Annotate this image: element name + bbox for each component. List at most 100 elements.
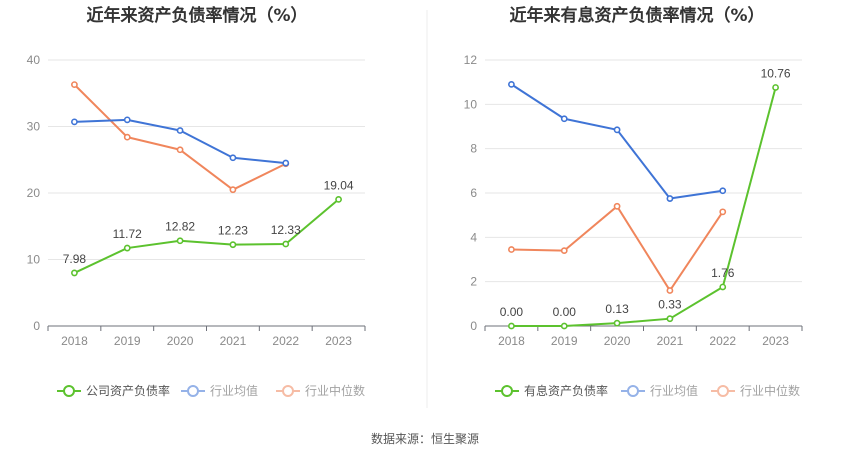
x-tick-label: 2020 xyxy=(167,334,194,348)
y-tick-label: 10 xyxy=(464,97,478,111)
x-tick-label: 2019 xyxy=(114,334,141,348)
data-point xyxy=(335,195,342,203)
data-point xyxy=(613,319,621,327)
y-tick-label: 12 xyxy=(464,53,478,67)
x-tick-label: 2019 xyxy=(551,334,578,348)
x-tick-label: 2022 xyxy=(272,334,299,348)
data-point xyxy=(176,146,184,154)
series-line xyxy=(511,205,724,292)
legend: 公司资产负债率 行业均值 行业中位数 xyxy=(57,383,365,398)
series-layer: 0.00 0.00 0.13 0.33 1.76 10.76 xyxy=(500,66,791,330)
series-line xyxy=(73,198,340,274)
data-point xyxy=(508,322,515,330)
legend-label: 行业均值 xyxy=(650,383,698,398)
data-point xyxy=(123,116,131,124)
legend-marker xyxy=(501,385,513,397)
y-tick-label: 2 xyxy=(470,275,477,289)
y-tick-label: 0 xyxy=(470,319,477,333)
data-point xyxy=(508,80,515,88)
data-point xyxy=(229,241,237,249)
y-tick-label: 0 xyxy=(33,319,40,333)
y-tick-label: 4 xyxy=(470,230,477,244)
legend-marker xyxy=(63,385,75,397)
data-point xyxy=(71,81,78,89)
data-source: 数据来源：恒生聚源 xyxy=(371,431,479,446)
legend-item[interactable]: 行业均值 xyxy=(181,383,258,398)
grid xyxy=(485,59,802,283)
series-line xyxy=(73,83,287,191)
y-axis: 0 10 20 30 40 xyxy=(27,53,41,333)
data-point xyxy=(666,315,674,323)
grid xyxy=(48,59,365,260)
y-tick-label: 10 xyxy=(27,253,41,267)
chart-title: 近年来资产负债率情况（%） xyxy=(86,5,307,26)
series-layer: 7.98 11.72 12.82 12.23 12.33 19.04 xyxy=(63,81,354,277)
data-point xyxy=(176,127,184,134)
legend-label: 行业中位数 xyxy=(740,383,800,398)
data-label: 0.00 xyxy=(500,305,524,319)
x-tick-label: 2023 xyxy=(325,334,352,348)
y-tick-label: 40 xyxy=(27,53,41,67)
data-label: 19.04 xyxy=(324,178,354,192)
x-tick-label: 2023 xyxy=(762,334,789,348)
legend-label: 行业均值 xyxy=(210,383,258,398)
y-tick-label: 8 xyxy=(470,142,477,156)
x-axis: 2018 2019 2020 2021 2022 2023 xyxy=(47,325,366,348)
data-point xyxy=(560,322,568,330)
legend-item[interactable]: 行业均值 xyxy=(621,383,698,398)
x-tick-label: 2021 xyxy=(220,334,247,348)
legend-marker xyxy=(187,385,199,397)
y-tick-label: 20 xyxy=(27,186,41,200)
data-point xyxy=(282,240,290,248)
data-point xyxy=(719,187,727,195)
data-label: 7.98 xyxy=(63,252,87,266)
x-tick-label: 2020 xyxy=(604,334,631,348)
data-label: 0.13 xyxy=(605,302,629,316)
data-label: 12.82 xyxy=(165,220,195,234)
legend-item[interactable]: 行业中位数 xyxy=(276,383,365,398)
data-point xyxy=(666,195,674,202)
legend-item[interactable]: 行业中位数 xyxy=(711,383,800,398)
data-point xyxy=(613,126,621,134)
data-label: 12.23 xyxy=(218,224,248,238)
data-point xyxy=(666,287,674,294)
y-tick-label: 6 xyxy=(470,186,477,200)
data-label: 1.76 xyxy=(711,266,735,280)
data-label: 10.76 xyxy=(761,66,791,80)
data-point xyxy=(229,154,237,162)
legend-label: 公司资产负债率 xyxy=(86,383,170,398)
data-point xyxy=(176,237,184,245)
data-label: 0.00 xyxy=(553,305,577,319)
data-point xyxy=(229,186,237,194)
series-line xyxy=(510,83,723,200)
debt-ratio-chart: 近年来资产负债率情况（%） 0 10 20 30 40 2018 2019 2020 2021… xyxy=(27,5,366,398)
legend-item[interactable]: 公司资产负债率 xyxy=(57,383,170,398)
interest-debt-ratio-chart: 近年来有息资产负债率情况（%） 0 2 4 6 8 10 12 2018 2019 2020 20… xyxy=(464,5,803,398)
data-point xyxy=(560,247,568,255)
y-tick-label: 30 xyxy=(27,120,41,134)
data-label: 11.72 xyxy=(113,227,142,241)
legend-item[interactable]: 有息资产负债率 xyxy=(495,383,608,398)
x-tick-label: 2018 xyxy=(61,334,88,348)
x-tick-label: 2021 xyxy=(657,334,684,348)
legend-label: 行业中位数 xyxy=(305,383,365,398)
legend: 有息资产负债率 行业均值 行业中位数 xyxy=(495,383,800,398)
series-line xyxy=(511,87,777,327)
data-point xyxy=(719,208,727,216)
y-axis: 0 2 4 6 8 10 12 xyxy=(464,53,478,333)
data-point xyxy=(71,118,78,126)
chart-title: 近年来有息资产负债率情况（%） xyxy=(509,5,764,26)
data-point xyxy=(123,244,131,252)
data-label: 0.33 xyxy=(658,298,682,312)
data-point xyxy=(508,246,515,253)
x-tick-label: 2018 xyxy=(498,334,525,348)
legend-marker xyxy=(627,385,639,397)
legend-label: 有息资产负债率 xyxy=(524,383,608,398)
legend-marker xyxy=(282,385,294,397)
data-point xyxy=(719,283,727,291)
data-label: 12.33 xyxy=(271,223,301,237)
data-point xyxy=(71,269,78,277)
data-point xyxy=(772,84,779,91)
data-point xyxy=(560,115,568,123)
